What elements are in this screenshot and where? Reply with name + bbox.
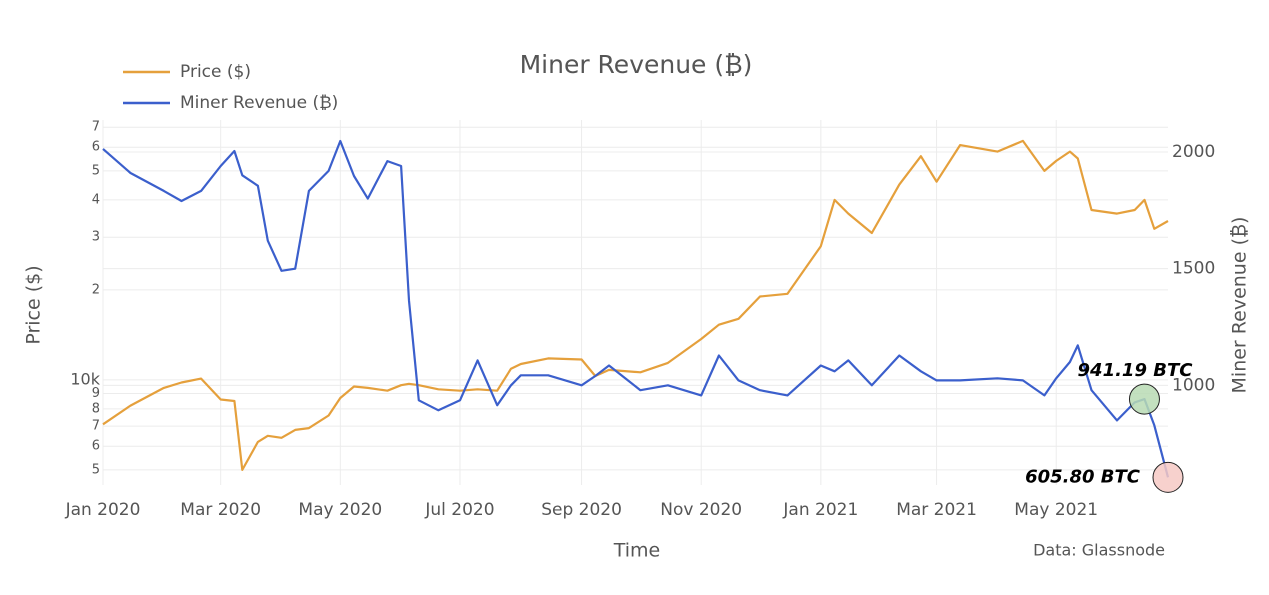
y-tick-label: 8 bbox=[92, 401, 100, 416]
y-axis-title: Price ($) bbox=[23, 265, 45, 344]
x-tick-label: Jan 2021 bbox=[782, 500, 858, 520]
y-tick-label: 6 bbox=[92, 140, 100, 155]
y-tick-label: 10k bbox=[70, 369, 100, 388]
legend-label: Price ($) bbox=[180, 62, 251, 82]
legend-label: Miner Revenue (₿) bbox=[180, 93, 338, 113]
x-tick-label: Mar 2020 bbox=[180, 500, 261, 520]
annotation-circle bbox=[1152, 461, 1184, 493]
x-tick-label: Sep 2020 bbox=[541, 500, 622, 520]
y2-axis-title: Miner Revenue (₿) bbox=[1229, 217, 1251, 394]
y2-tick-label: 2000 bbox=[1172, 142, 1215, 162]
y-tick-label: 6 bbox=[92, 439, 100, 454]
y2-tick-label: 1500 bbox=[1172, 259, 1215, 279]
x-axis-title: Time bbox=[613, 540, 661, 562]
y-tick-label: 7 bbox=[92, 419, 100, 434]
x-tick-label: May 2020 bbox=[298, 500, 382, 520]
y-tick-label: 2 bbox=[92, 282, 100, 297]
x-tick-label: Nov 2020 bbox=[660, 500, 742, 520]
y-tick-label: 5 bbox=[92, 163, 100, 178]
y-tick-label: 4 bbox=[92, 192, 100, 207]
y-tick-label: 5 bbox=[92, 462, 100, 477]
y-tick-label: 9 bbox=[92, 386, 100, 401]
annotation-circle bbox=[1128, 383, 1160, 415]
chart-title: Miner Revenue (₿) bbox=[520, 50, 753, 79]
annotation-label: 941.19 BTC bbox=[1078, 360, 1194, 381]
series-line bbox=[102, 139, 1170, 478]
x-tick-label: Jan 2020 bbox=[65, 500, 141, 520]
y-tick-label: 3 bbox=[92, 230, 100, 245]
source-note: Data: Glassnode bbox=[1033, 541, 1165, 560]
y-tick-label: 7 bbox=[92, 120, 100, 135]
x-tick-label: Mar 2021 bbox=[896, 500, 977, 520]
annotation-label: 605.80 BTC bbox=[1025, 466, 1141, 487]
x-tick-label: Jul 2020 bbox=[424, 500, 494, 520]
y2-tick-label: 1000 bbox=[1172, 375, 1215, 395]
series-line bbox=[102, 139, 1169, 471]
x-tick-label: May 2021 bbox=[1014, 500, 1098, 520]
